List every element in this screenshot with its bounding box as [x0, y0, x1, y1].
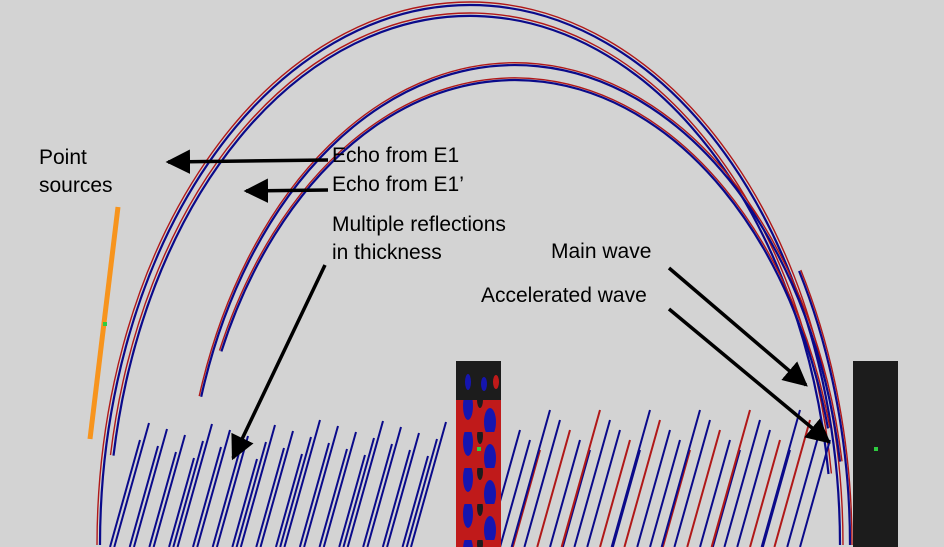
echo-e1-prime-label: Echo from E1’ [332, 173, 464, 196]
point-sources-line-2: sources [39, 174, 113, 197]
echo-e1-prime-arrow [243, 178, 329, 203]
accelerated-wave-arrow [667, 307, 831, 444]
reflection-streak-right [661, 449, 691, 547]
reflection-streak-right [549, 439, 581, 547]
reflection-streak-right [723, 419, 761, 547]
reflection-streak-left [239, 424, 276, 547]
reflection-streak-left [401, 455, 429, 547]
reflection-streak-left [109, 439, 141, 547]
source-marker [103, 322, 107, 326]
center-panel [456, 361, 501, 547]
reflection-streak-right [611, 449, 641, 547]
accelerated-wave-label: Accelerated wave [481, 284, 647, 307]
reflection-streak-right [673, 419, 711, 547]
reflection-streak-right [799, 439, 831, 547]
multiple-reflections-arrow [231, 264, 327, 461]
reflection-streak-left [274, 453, 303, 547]
reflection-streak-right [761, 449, 791, 547]
accelerated-wavefront [800, 269, 853, 546]
reflection-streak-left [128, 445, 159, 547]
right-panel [853, 361, 898, 547]
multiple-reflections-label: Multiple reflections in thickness [332, 211, 506, 267]
reflection-streak-right [786, 429, 821, 547]
reflection-streak-left [279, 436, 312, 547]
wavefronts [96, 1, 853, 546]
reflection-streak-left [381, 449, 411, 547]
reflection-streak-right [710, 409, 751, 547]
reflection-streak-left [176, 423, 213, 547]
reflection-streak-right [760, 409, 801, 547]
reflection-streak-left [283, 419, 321, 547]
reflection-streak-left [235, 441, 267, 547]
reflection-streak-left [298, 442, 330, 547]
reflection-streak-left [342, 437, 375, 547]
reflection-streak-left [148, 451, 177, 547]
reflection-streak-right [586, 429, 621, 547]
reflection-streak-left [192, 446, 222, 547]
main-wave-label: Main wave [551, 240, 652, 263]
reflection-streak-right [511, 449, 541, 547]
reflection-streak-left [366, 426, 402, 547]
reflection-streak-right [649, 439, 681, 547]
echo-e1-prime-wavefront-inner [220, 78, 830, 429]
reflection-streak-left [303, 425, 339, 547]
point-sources-label: Point sources [39, 144, 113, 200]
reflection-streak-left [386, 432, 420, 547]
point-sources-line-1: Point [39, 146, 87, 169]
reflection-streak-left [255, 447, 285, 547]
reflection-streak-left [318, 448, 348, 547]
reflection-streak-right [560, 409, 601, 547]
main-wave-arrow [667, 266, 808, 387]
reflection-streak-right [610, 409, 651, 547]
reflection-streak-left [152, 434, 186, 547]
reflection-streak-left [196, 429, 231, 547]
reflection-streak-left [362, 443, 393, 547]
reflection-streak-right [699, 439, 731, 547]
echo-e1-arrow [165, 149, 329, 174]
reflection-streak-left [132, 428, 168, 547]
reflection-streak-left [346, 420, 384, 547]
reflection-streak-left [322, 431, 357, 547]
reflection-streak-right [510, 409, 551, 547]
reflection-streak-left [410, 421, 447, 547]
reflection-streak-left [338, 454, 366, 547]
reflection-streak-left [113, 422, 150, 547]
echo-e1-prime-wavefront-inner [218, 77, 831, 428]
reflection-streak-left [231, 458, 258, 547]
reflection-streak-right [499, 439, 531, 547]
echo-e1-label: Echo from E1 [332, 144, 460, 167]
reflection-streak-right [736, 429, 771, 547]
panel-marker [477, 447, 481, 451]
reflection-streak-left [172, 440, 204, 547]
echo-e1-prime-wavefront [198, 62, 843, 462]
reflection-streak-left [405, 438, 438, 547]
reflection-streak-right [561, 449, 591, 547]
reflection-streak-left [259, 430, 294, 547]
reflection-streak-left [168, 457, 195, 547]
reflection-streak-right [636, 429, 671, 547]
echo-e1-prime-wavefront [200, 64, 842, 462]
reflection-streak-right [773, 419, 811, 547]
main-wavefront-inner [109, 12, 833, 474]
reflection-streak-left [211, 452, 240, 547]
reflection-streak-right [686, 429, 721, 547]
accelerated-wavefront [798, 270, 852, 546]
multiple-reflection-streaks [109, 409, 831, 547]
reflection-streak-right [573, 419, 611, 547]
reflection-streak-right [749, 439, 781, 547]
reflection-streak-left [215, 435, 249, 547]
reflection-streak-right [599, 439, 631, 547]
reflection-streak-right [536, 429, 571, 547]
main-wavefront [96, 1, 844, 546]
reflection-streak-right [711, 449, 741, 547]
reflection-streak-right [623, 419, 661, 547]
multiple-reflections-line-2: in thickness [332, 241, 442, 264]
reflection-streak-right [660, 409, 701, 547]
main-wavefront-inner [112, 14, 830, 475]
reflection-streak-right [523, 419, 561, 547]
multiple-reflections-line-1: Multiple reflections [332, 213, 506, 236]
right-panel-marker [874, 447, 878, 451]
